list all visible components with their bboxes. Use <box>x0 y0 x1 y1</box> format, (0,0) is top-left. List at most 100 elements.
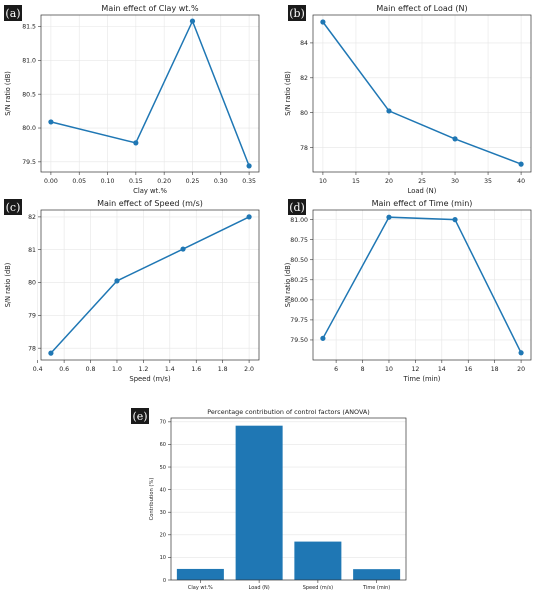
y-tick-label: 30 <box>160 510 166 516</box>
data-point <box>386 108 392 114</box>
y-tick-label: 70 <box>160 420 166 426</box>
plot-frame <box>170 417 407 581</box>
y-tick-label: 84 <box>300 40 308 47</box>
x-tick-label: 0.00 <box>44 178 58 185</box>
y-tick-label: 0 <box>163 578 166 584</box>
series-line <box>50 216 250 354</box>
plot-frame <box>312 209 532 361</box>
data-point <box>48 119 54 125</box>
data-point <box>48 350 54 356</box>
chart-title: Main effect of Clay wt.% <box>101 4 199 13</box>
x-tick-label: 2.0 <box>244 366 254 373</box>
panel-label-3: (d) <box>288 199 306 215</box>
y-tick-label: 60 <box>160 442 166 448</box>
y-tick-label: 79.50 <box>290 337 308 344</box>
y-tick-label: 79 <box>28 313 36 320</box>
x-axis-label: Speed (m/s) <box>129 375 171 383</box>
x-tick-label: Speed (m/s) <box>303 585 333 591</box>
y-axis-label: Contribution (%) <box>149 478 155 521</box>
plot-frame <box>312 14 532 173</box>
y-tick-label: 78 <box>300 145 308 152</box>
x-tick-label: 0.35 <box>242 178 256 185</box>
y-tick-label: 80.5 <box>22 91 36 98</box>
chart-title: Percentage contribution of control facto… <box>207 408 370 416</box>
x-tick-label: 0.25 <box>186 178 200 185</box>
x-tick-label: 8 <box>361 366 365 373</box>
data-point <box>189 18 196 24</box>
y-axis-label: S/N ratio (dB) <box>4 71 12 116</box>
chart-panel-4: 0 10 20 30 40 50 60 70 Clay wt.% Load (N) Speed (m… <box>131 408 407 591</box>
panel-label-text: (b) <box>289 7 305 20</box>
y-axis-label: S/N ratio (dB) <box>284 263 292 308</box>
y-tick-label: 10 <box>160 555 166 561</box>
y-tick-label: 80.0 <box>22 125 36 132</box>
x-tick-label: 20 <box>385 178 393 185</box>
data-point <box>246 214 252 220</box>
chart-panel-2: 78 79 80 81 82 0.4 0.6 0.8 1.0 1.2 1.4 1.6 1.8 2.0 Mai… <box>4 199 260 383</box>
x-tick-label: 0.15 <box>129 178 143 185</box>
series-line <box>50 19 250 167</box>
panel-label-text: (d) <box>289 201 305 214</box>
x-tick-label: Time (min) <box>362 585 390 591</box>
bar <box>294 541 342 580</box>
y-tick-label: 80 <box>300 110 308 117</box>
y-tick-label: 79.5 <box>22 159 36 166</box>
x-tick-label: 0.20 <box>157 178 171 185</box>
y-tick-label: 81 <box>28 247 36 254</box>
y-tick-label: 80 <box>28 280 36 287</box>
x-tick-label: 30 <box>451 178 459 185</box>
x-tick-label: 0.8 <box>86 366 96 373</box>
panel-label-text: (e) <box>132 410 147 423</box>
data-point <box>180 246 186 252</box>
data-point <box>452 217 458 223</box>
plot-frame <box>40 209 260 361</box>
y-tick-label: 80.00 <box>290 297 308 304</box>
data-point <box>386 214 392 220</box>
chart-panel-3: 79.50 79.75 80.00 80.25 80.50 80.75 81.00 6 8 10 1… <box>284 199 532 383</box>
panel-label-box <box>288 199 306 215</box>
y-tick-label: 20 <box>160 533 166 539</box>
x-tick-label: 10 <box>319 178 327 185</box>
data-point <box>518 350 524 356</box>
x-tick-label: 1.2 <box>138 366 148 373</box>
x-tick-label: 0.6 <box>59 366 69 373</box>
y-tick-label: 80.25 <box>290 277 308 284</box>
x-axis-label: Load (N) <box>408 187 437 195</box>
y-axis-label: S/N ratio (dB) <box>4 263 12 308</box>
chart-title: Main effect of Load (N) <box>376 4 467 13</box>
panel-label-box <box>131 408 149 424</box>
y-axis-label: S/N ratio (dB) <box>284 71 292 116</box>
y-tick-label: 81.00 <box>290 217 308 224</box>
data-point <box>320 335 326 341</box>
data-point <box>114 278 120 284</box>
x-tick-label: 16 <box>464 366 472 373</box>
data-point <box>133 140 139 146</box>
y-tick-label: 82 <box>300 75 308 82</box>
y-tick-label: 78 <box>28 345 36 352</box>
panel-label-box <box>4 199 22 215</box>
panel-label-4: (e) <box>131 408 149 424</box>
x-tick-label: 25 <box>418 178 426 185</box>
panel-label-box <box>288 5 306 21</box>
panel-label-1: (b) <box>288 5 306 21</box>
x-tick-label: 35 <box>484 178 492 185</box>
series-line <box>322 216 522 354</box>
x-tick-label: Clay wt.% <box>188 585 213 591</box>
panel-label-text: (a) <box>5 7 20 20</box>
x-tick-label: 1.8 <box>218 366 228 373</box>
x-tick-label: 15 <box>352 178 360 185</box>
y-tick-label: 40 <box>160 487 166 493</box>
x-tick-label: 0.10 <box>101 178 115 185</box>
panel-label-2: (c) <box>4 199 22 215</box>
x-axis-label: Clay wt.% <box>133 187 167 195</box>
x-axis-label: Time (min) <box>403 375 441 383</box>
x-tick-label: 0.05 <box>72 178 86 185</box>
y-tick-label: 82 <box>28 214 36 221</box>
bar <box>235 425 283 580</box>
y-tick-label: 81.5 <box>22 24 36 31</box>
panel-label-box <box>4 5 22 21</box>
x-tick-label: 40 <box>517 178 525 185</box>
x-tick-label: 0.4 <box>33 366 43 373</box>
x-tick-label: 1.6 <box>191 366 201 373</box>
